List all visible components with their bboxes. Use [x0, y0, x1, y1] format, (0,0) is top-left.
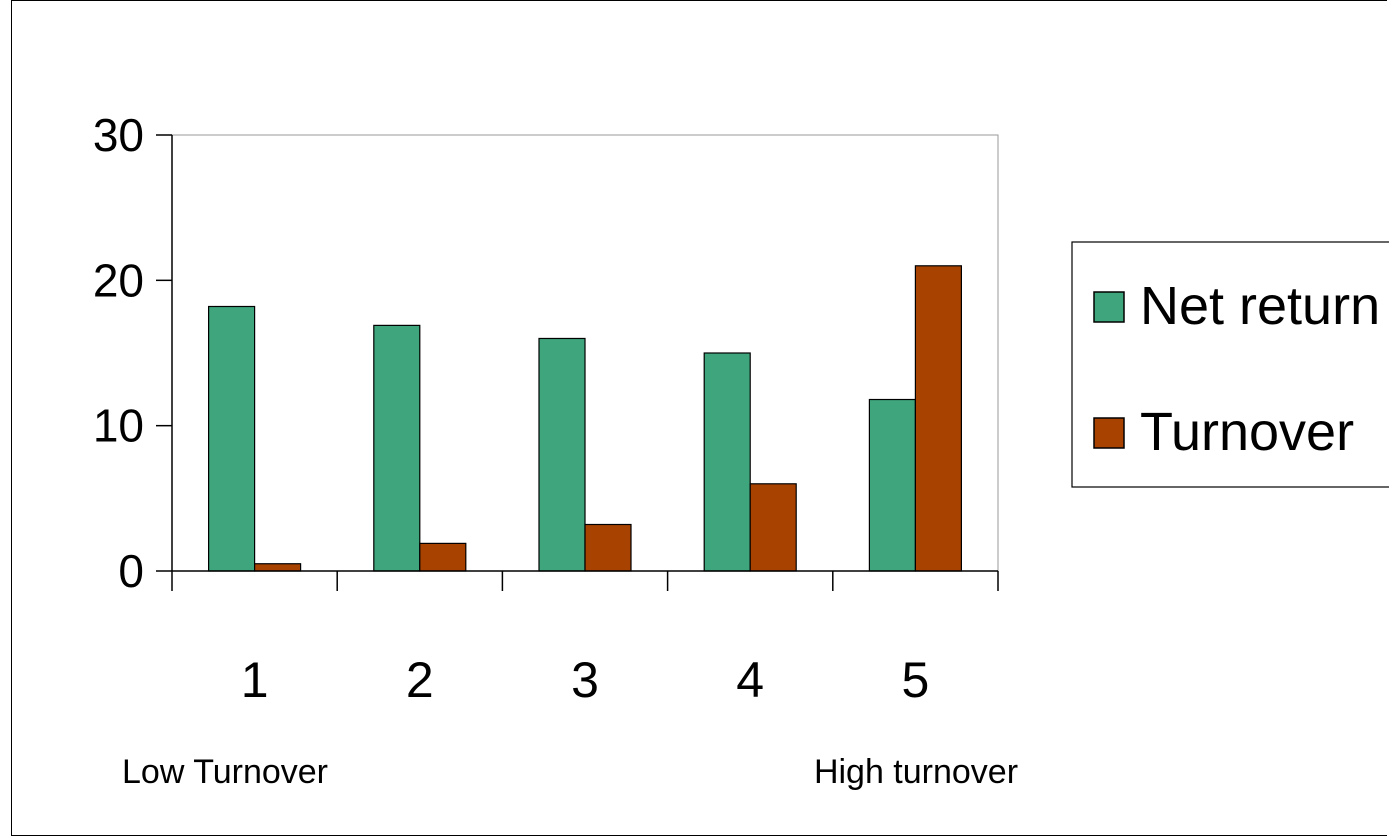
- x-tick-label-1: 1: [241, 652, 269, 708]
- y-tick-label-10: 10: [93, 400, 144, 452]
- y-tick-label-0: 0: [118, 545, 144, 597]
- high-turnover-note: High turnover: [814, 753, 1018, 791]
- legend-label-net-return: Net return: [1140, 276, 1380, 336]
- x-tick-label-5: 5: [901, 652, 929, 708]
- legend-box: [1071, 241, 1389, 488]
- chart-frame: [11, 0, 1387, 836]
- bar-net-return-2: [373, 324, 421, 572]
- plot-area: 0 10 20 30 1 2 3 4 5: [93, 109, 999, 708]
- x-tick-label-2: 2: [406, 652, 434, 708]
- bar-turnover-5: [914, 265, 963, 572]
- bar-turnover-3: [584, 523, 632, 572]
- legend-swatch-net-return: [1093, 291, 1125, 323]
- y-tick-label-20: 20: [93, 254, 144, 306]
- low-turnover-note: Low Turnover: [122, 753, 328, 791]
- legend-label-turnover: Turnover: [1140, 402, 1354, 462]
- bar-turnover-1: [254, 563, 302, 572]
- bar-net-return-3: [538, 337, 586, 572]
- bar-net-return-1: [208, 305, 256, 572]
- bar-turnover-4: [749, 483, 797, 572]
- bar-net-return-4: [703, 352, 751, 572]
- bar-net-return-5: [868, 398, 917, 572]
- legend-swatch-turnover: [1093, 417, 1125, 449]
- bar-turnover-2: [419, 542, 467, 572]
- x-tick-label-3: 3: [571, 652, 599, 708]
- x-tick-label-4: 4: [736, 652, 764, 708]
- legend: Net return Turnover: [1071, 241, 1389, 488]
- y-tick-label-30: 30: [93, 109, 144, 161]
